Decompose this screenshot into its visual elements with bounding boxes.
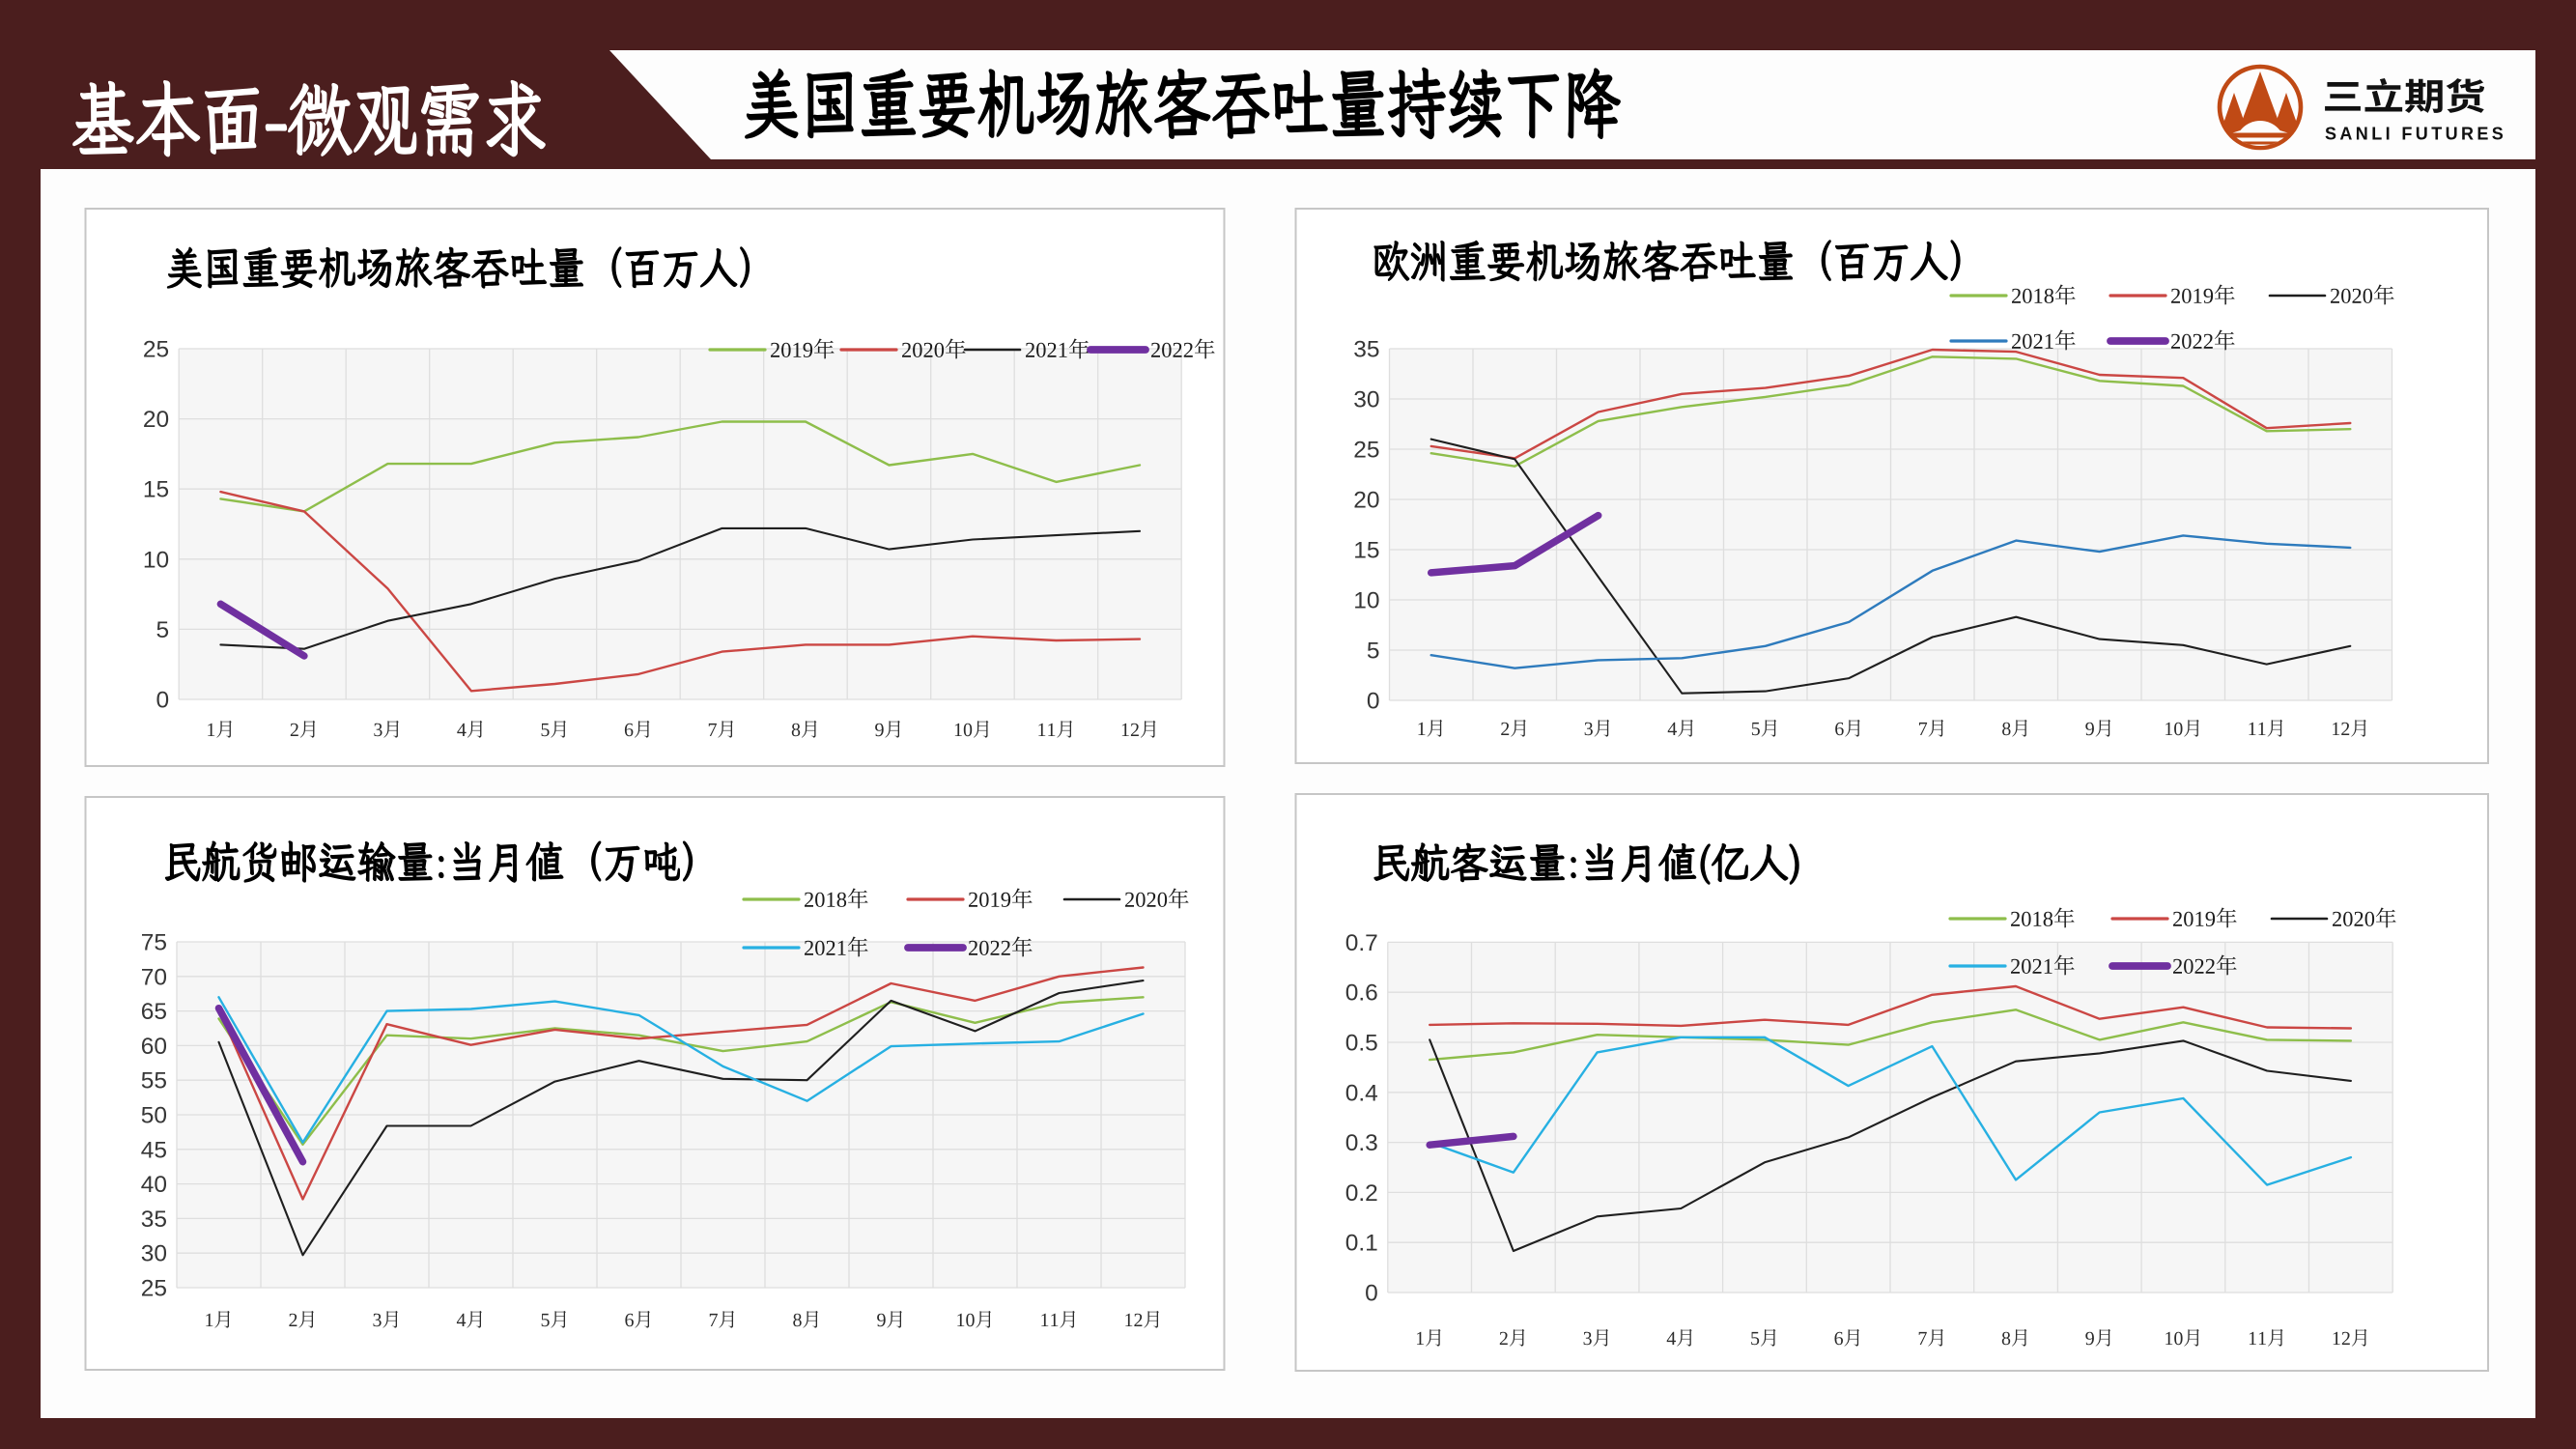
svg-text:55: 55 [141, 1068, 167, 1094]
svg-text:0.5: 0.5 [1345, 1031, 1378, 1057]
svg-text:15: 15 [143, 477, 169, 503]
svg-text:70: 70 [141, 964, 167, 990]
svg-text:SANLI FUTURES: SANLI FUTURES [2325, 125, 2506, 144]
svg-text:10: 10 [1353, 588, 1379, 614]
svg-text:0.4: 0.4 [1345, 1080, 1378, 1106]
svg-text:10: 10 [143, 547, 169, 573]
svg-text:0.1: 0.1 [1345, 1231, 1378, 1257]
svg-text:5: 5 [156, 617, 170, 643]
svg-text:35: 35 [1353, 337, 1379, 363]
svg-text:20: 20 [1353, 488, 1379, 514]
svg-text:25: 25 [1353, 438, 1379, 464]
svg-text:50: 50 [141, 1103, 167, 1129]
svg-text:0.7: 0.7 [1345, 930, 1378, 956]
svg-text:15: 15 [1353, 538, 1379, 564]
svg-text:60: 60 [141, 1034, 167, 1060]
svg-text:25: 25 [143, 337, 169, 363]
svg-text:30: 30 [1353, 387, 1379, 413]
svg-text:0: 0 [156, 688, 170, 714]
svg-text:20: 20 [143, 407, 169, 433]
svg-text:75: 75 [141, 930, 167, 956]
svg-text:35: 35 [141, 1207, 167, 1233]
svg-text:30: 30 [141, 1241, 167, 1267]
svg-text:65: 65 [141, 999, 167, 1025]
svg-text:0.3: 0.3 [1345, 1130, 1378, 1156]
svg-text:25: 25 [141, 1276, 167, 1302]
svg-text:0: 0 [1365, 1281, 1378, 1307]
svg-text:40: 40 [141, 1172, 167, 1198]
svg-text:0: 0 [1367, 689, 1380, 715]
svg-text:0.2: 0.2 [1345, 1180, 1378, 1207]
svg-text:45: 45 [141, 1137, 167, 1163]
svg-text:0.6: 0.6 [1345, 980, 1378, 1007]
svg-text:5: 5 [1367, 639, 1380, 665]
